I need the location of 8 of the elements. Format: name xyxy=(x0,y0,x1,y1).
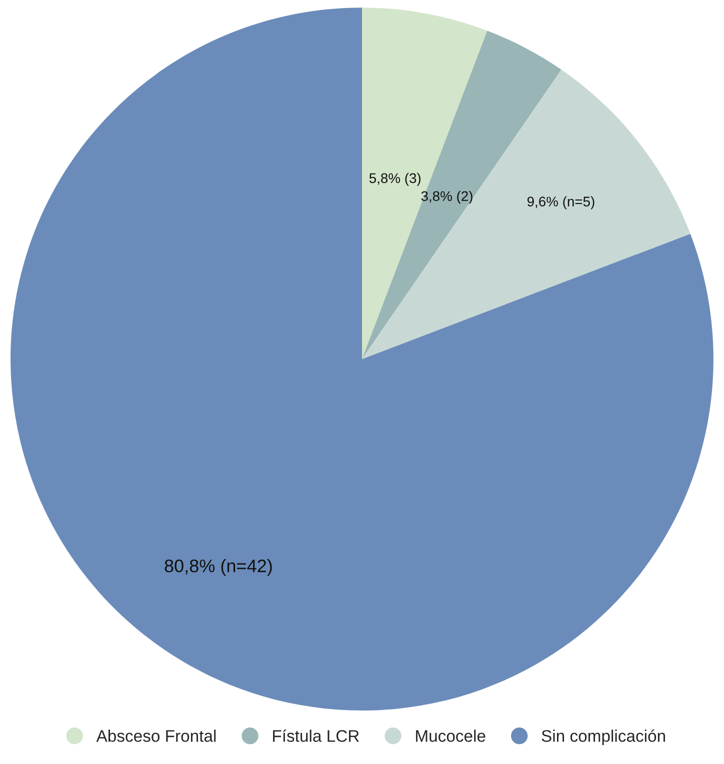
legend-label: Fístula LCR xyxy=(273,729,359,742)
data-label: 80,8% (n=42) xyxy=(164,559,272,576)
legend-label: Sin complicación xyxy=(542,729,665,746)
data-label: 5,8% (3) xyxy=(369,172,420,186)
legend-label: Mucocele xyxy=(416,730,486,742)
data-label: 9,6% (n=5) xyxy=(527,196,594,210)
legend-label: Absceso Frontal xyxy=(96,730,216,742)
data-label: 3,8% (2) xyxy=(421,190,472,204)
